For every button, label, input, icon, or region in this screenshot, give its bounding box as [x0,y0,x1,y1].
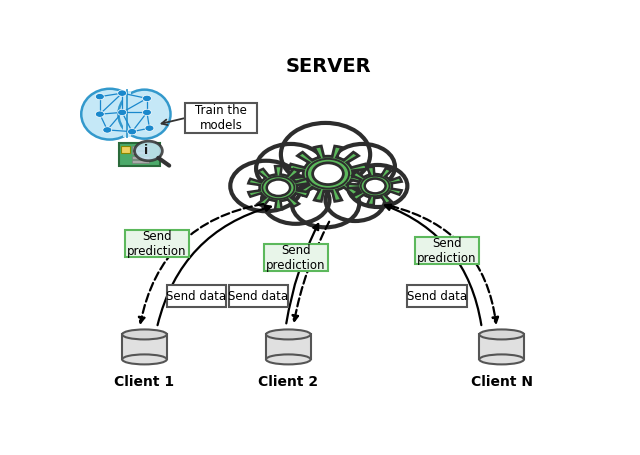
Circle shape [103,127,112,133]
Circle shape [143,95,152,101]
Circle shape [143,109,152,116]
FancyBboxPatch shape [186,103,257,132]
FancyBboxPatch shape [132,151,149,154]
Circle shape [267,179,290,196]
Circle shape [326,179,385,221]
Polygon shape [348,167,402,205]
FancyArrowPatch shape [385,205,481,325]
Text: Send
prediction: Send prediction [266,244,326,272]
FancyBboxPatch shape [132,147,149,150]
FancyArrowPatch shape [292,222,329,321]
Text: Train the
models: Train the models [195,104,247,131]
Ellipse shape [479,354,524,364]
FancyBboxPatch shape [415,237,479,264]
Ellipse shape [118,90,170,139]
FancyBboxPatch shape [121,147,129,153]
Polygon shape [289,146,367,202]
Circle shape [145,125,154,131]
FancyBboxPatch shape [122,334,167,359]
FancyBboxPatch shape [264,244,328,272]
Circle shape [95,111,104,117]
Circle shape [230,161,301,211]
Circle shape [292,180,359,228]
Circle shape [118,90,127,96]
FancyBboxPatch shape [123,91,131,137]
Ellipse shape [122,354,167,364]
Text: Send data: Send data [228,290,289,303]
Text: Client 1: Client 1 [115,375,175,389]
Circle shape [134,141,163,161]
Ellipse shape [122,329,167,339]
FancyArrowPatch shape [139,204,263,323]
Text: Send
prediction: Send prediction [127,230,187,258]
Circle shape [330,144,395,189]
Polygon shape [248,166,308,209]
Text: Send data: Send data [166,290,227,303]
Text: Client 2: Client 2 [259,375,318,389]
Text: Send
prediction: Send prediction [417,237,477,265]
Ellipse shape [479,329,524,339]
Text: Send data: Send data [407,290,467,303]
Circle shape [262,176,330,224]
Circle shape [348,165,407,207]
FancyBboxPatch shape [125,230,189,258]
Text: i: i [145,144,148,157]
Circle shape [256,144,326,193]
FancyBboxPatch shape [167,285,227,307]
FancyBboxPatch shape [266,334,310,359]
FancyBboxPatch shape [407,285,467,307]
Text: SERVER: SERVER [285,57,371,76]
Circle shape [127,128,136,135]
Circle shape [118,109,127,116]
FancyArrowPatch shape [390,206,498,323]
FancyBboxPatch shape [132,156,149,159]
Circle shape [281,123,370,186]
Ellipse shape [81,89,138,140]
Ellipse shape [266,354,310,364]
FancyArrowPatch shape [286,224,318,324]
FancyBboxPatch shape [118,143,161,166]
Circle shape [312,163,344,185]
FancyBboxPatch shape [479,334,524,359]
Circle shape [365,179,385,193]
Text: Client N: Client N [470,375,532,389]
Ellipse shape [266,329,310,339]
Circle shape [95,93,104,100]
FancyBboxPatch shape [132,160,149,163]
FancyBboxPatch shape [229,285,288,307]
FancyArrowPatch shape [157,206,271,325]
